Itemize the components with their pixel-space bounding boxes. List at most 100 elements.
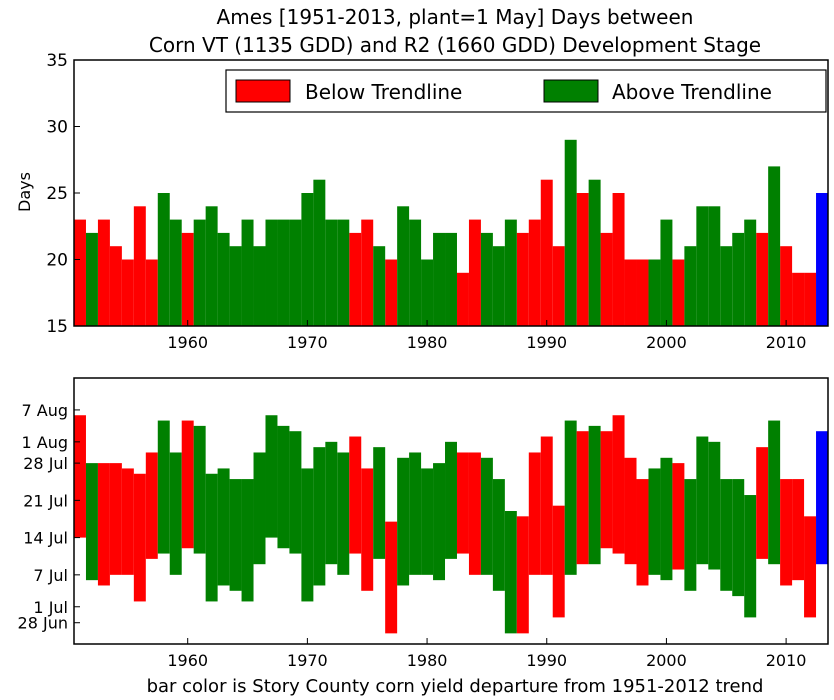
top-y-axis-label: Days [15, 172, 34, 212]
bottom-bar [696, 436, 709, 565]
bottom-bar [121, 468, 134, 575]
top-bar [516, 232, 529, 326]
top-bar [756, 232, 769, 326]
bottom-bar [349, 436, 362, 554]
bottom-bar [409, 452, 422, 575]
top-bar [720, 246, 733, 326]
top-plot-frame [73, 59, 829, 327]
bottom-bar [480, 457, 493, 575]
top-bar [313, 179, 326, 326]
top-bar [409, 219, 422, 326]
top-bar [181, 232, 194, 326]
bottom-bar [636, 479, 649, 586]
bottom-bar [468, 452, 481, 575]
bottom-bar [265, 415, 278, 538]
top-bar [133, 206, 146, 326]
x-tick-label: 1960 [167, 333, 208, 352]
top-bar [193, 219, 206, 326]
top-bar [792, 272, 805, 326]
bottom-bar [373, 447, 386, 559]
x-tick-label: 2010 [766, 333, 807, 352]
bottom-bar [181, 420, 194, 549]
bottom-bar [552, 505, 565, 618]
bottom-bar [588, 425, 601, 565]
top-bar [397, 206, 410, 326]
top-bar [708, 206, 721, 326]
bottom-bar [564, 420, 577, 575]
top-bar [804, 272, 817, 326]
bottom-bar [456, 452, 469, 554]
y-tick-label: 21 Jul [23, 491, 68, 510]
top-bar [217, 232, 230, 326]
bottom-bar [744, 495, 757, 618]
y-tick-label: 25 [46, 184, 68, 204]
y-tick-label: 20 [46, 251, 68, 271]
bottom-bar [804, 516, 817, 618]
y-tick-label: 1 Jul [33, 598, 68, 617]
legend-swatch-above [543, 79, 599, 103]
bottom-bar [109, 463, 122, 575]
y-tick-label: 14 Jul [23, 529, 68, 548]
bottom-bar [792, 479, 805, 581]
bottom-bar [816, 431, 828, 565]
top-bar [648, 259, 661, 326]
legend: Below Trendline Above Trendline [225, 69, 827, 113]
bottom-bar [492, 479, 505, 591]
top-bar [265, 219, 278, 326]
x-tick-label: 1970 [287, 651, 328, 670]
top-bar [588, 179, 601, 326]
y-tick-label: 30 [46, 118, 68, 138]
bottom-bar [97, 463, 110, 586]
bottom-bar [445, 441, 457, 559]
top-bar [636, 259, 649, 326]
top-bar [816, 193, 828, 326]
top-bar [780, 246, 793, 326]
top-bar [552, 246, 565, 326]
top-bar [672, 259, 685, 326]
top-bar [145, 259, 158, 326]
top-panel: 15 20 25 30 35 1960 1970 1980 1990 2000 2010 [46, 51, 829, 352]
top-bar [564, 139, 577, 326]
bottom-bar [421, 468, 434, 575]
bottom-bar [397, 457, 410, 586]
bottom-bar [528, 452, 541, 575]
bottom-bar [720, 479, 733, 591]
legend-label-below: Below Trendline [305, 80, 462, 104]
bottom-bar [780, 479, 793, 586]
bottom-bar [85, 463, 98, 581]
bottom-bar [660, 457, 673, 581]
bottom-bar [672, 463, 685, 570]
bottom-bar [708, 441, 721, 570]
top-bar [205, 206, 218, 326]
bottom-bar [624, 457, 637, 565]
top-bar [325, 219, 338, 326]
bottom-bar [253, 452, 266, 565]
bottom-bar [169, 452, 182, 575]
top-bar [85, 232, 98, 326]
top-bar [157, 193, 170, 326]
y-tick-label: 28 Jun [18, 614, 68, 633]
top-bar [74, 219, 86, 326]
bottom-bar [229, 479, 242, 591]
top-bar [373, 246, 386, 326]
top-bar [480, 232, 493, 326]
top-bar [97, 219, 110, 326]
top-bar [349, 232, 362, 326]
x-tick-label: 1990 [526, 651, 567, 670]
bottom-bar [325, 441, 338, 565]
bottom-bar [277, 425, 290, 549]
y-tick-label: 35 [46, 51, 68, 71]
top-bar [492, 246, 505, 326]
legend-box [225, 69, 827, 113]
top-bar [253, 246, 266, 326]
bottom-bar [768, 420, 781, 565]
top-bar [277, 219, 290, 326]
top-bar [660, 219, 673, 326]
bottom-bar [433, 463, 446, 581]
top-bar [337, 219, 350, 326]
top-bar [576, 193, 589, 326]
top-bar [732, 232, 745, 326]
bottom-bar [241, 479, 254, 602]
